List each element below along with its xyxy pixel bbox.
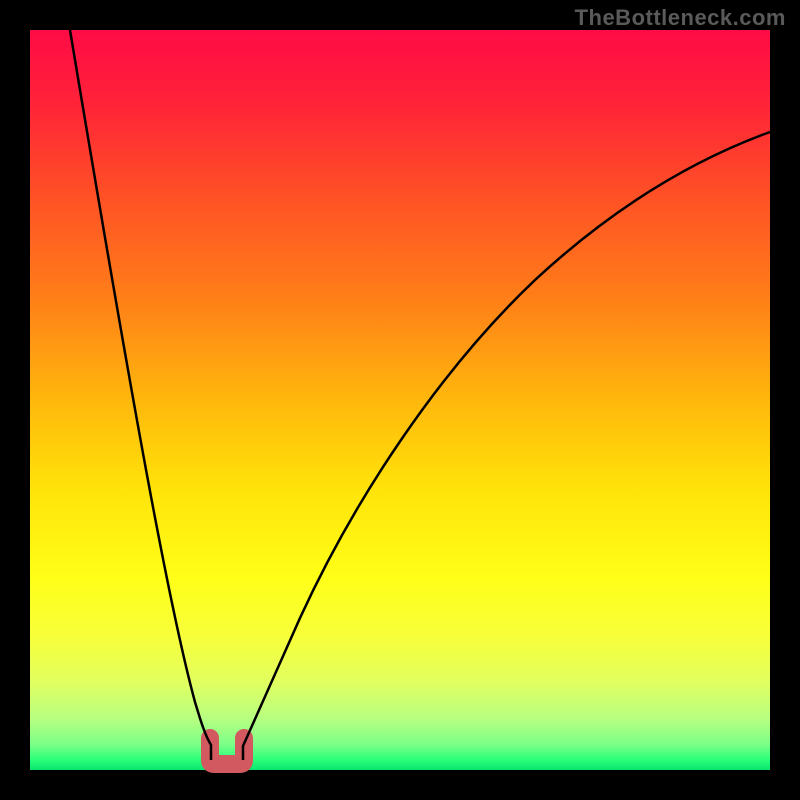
plot-area xyxy=(30,30,770,770)
watermark-text: TheBottleneck.com xyxy=(575,5,786,31)
bottleneck-chart xyxy=(0,0,800,800)
